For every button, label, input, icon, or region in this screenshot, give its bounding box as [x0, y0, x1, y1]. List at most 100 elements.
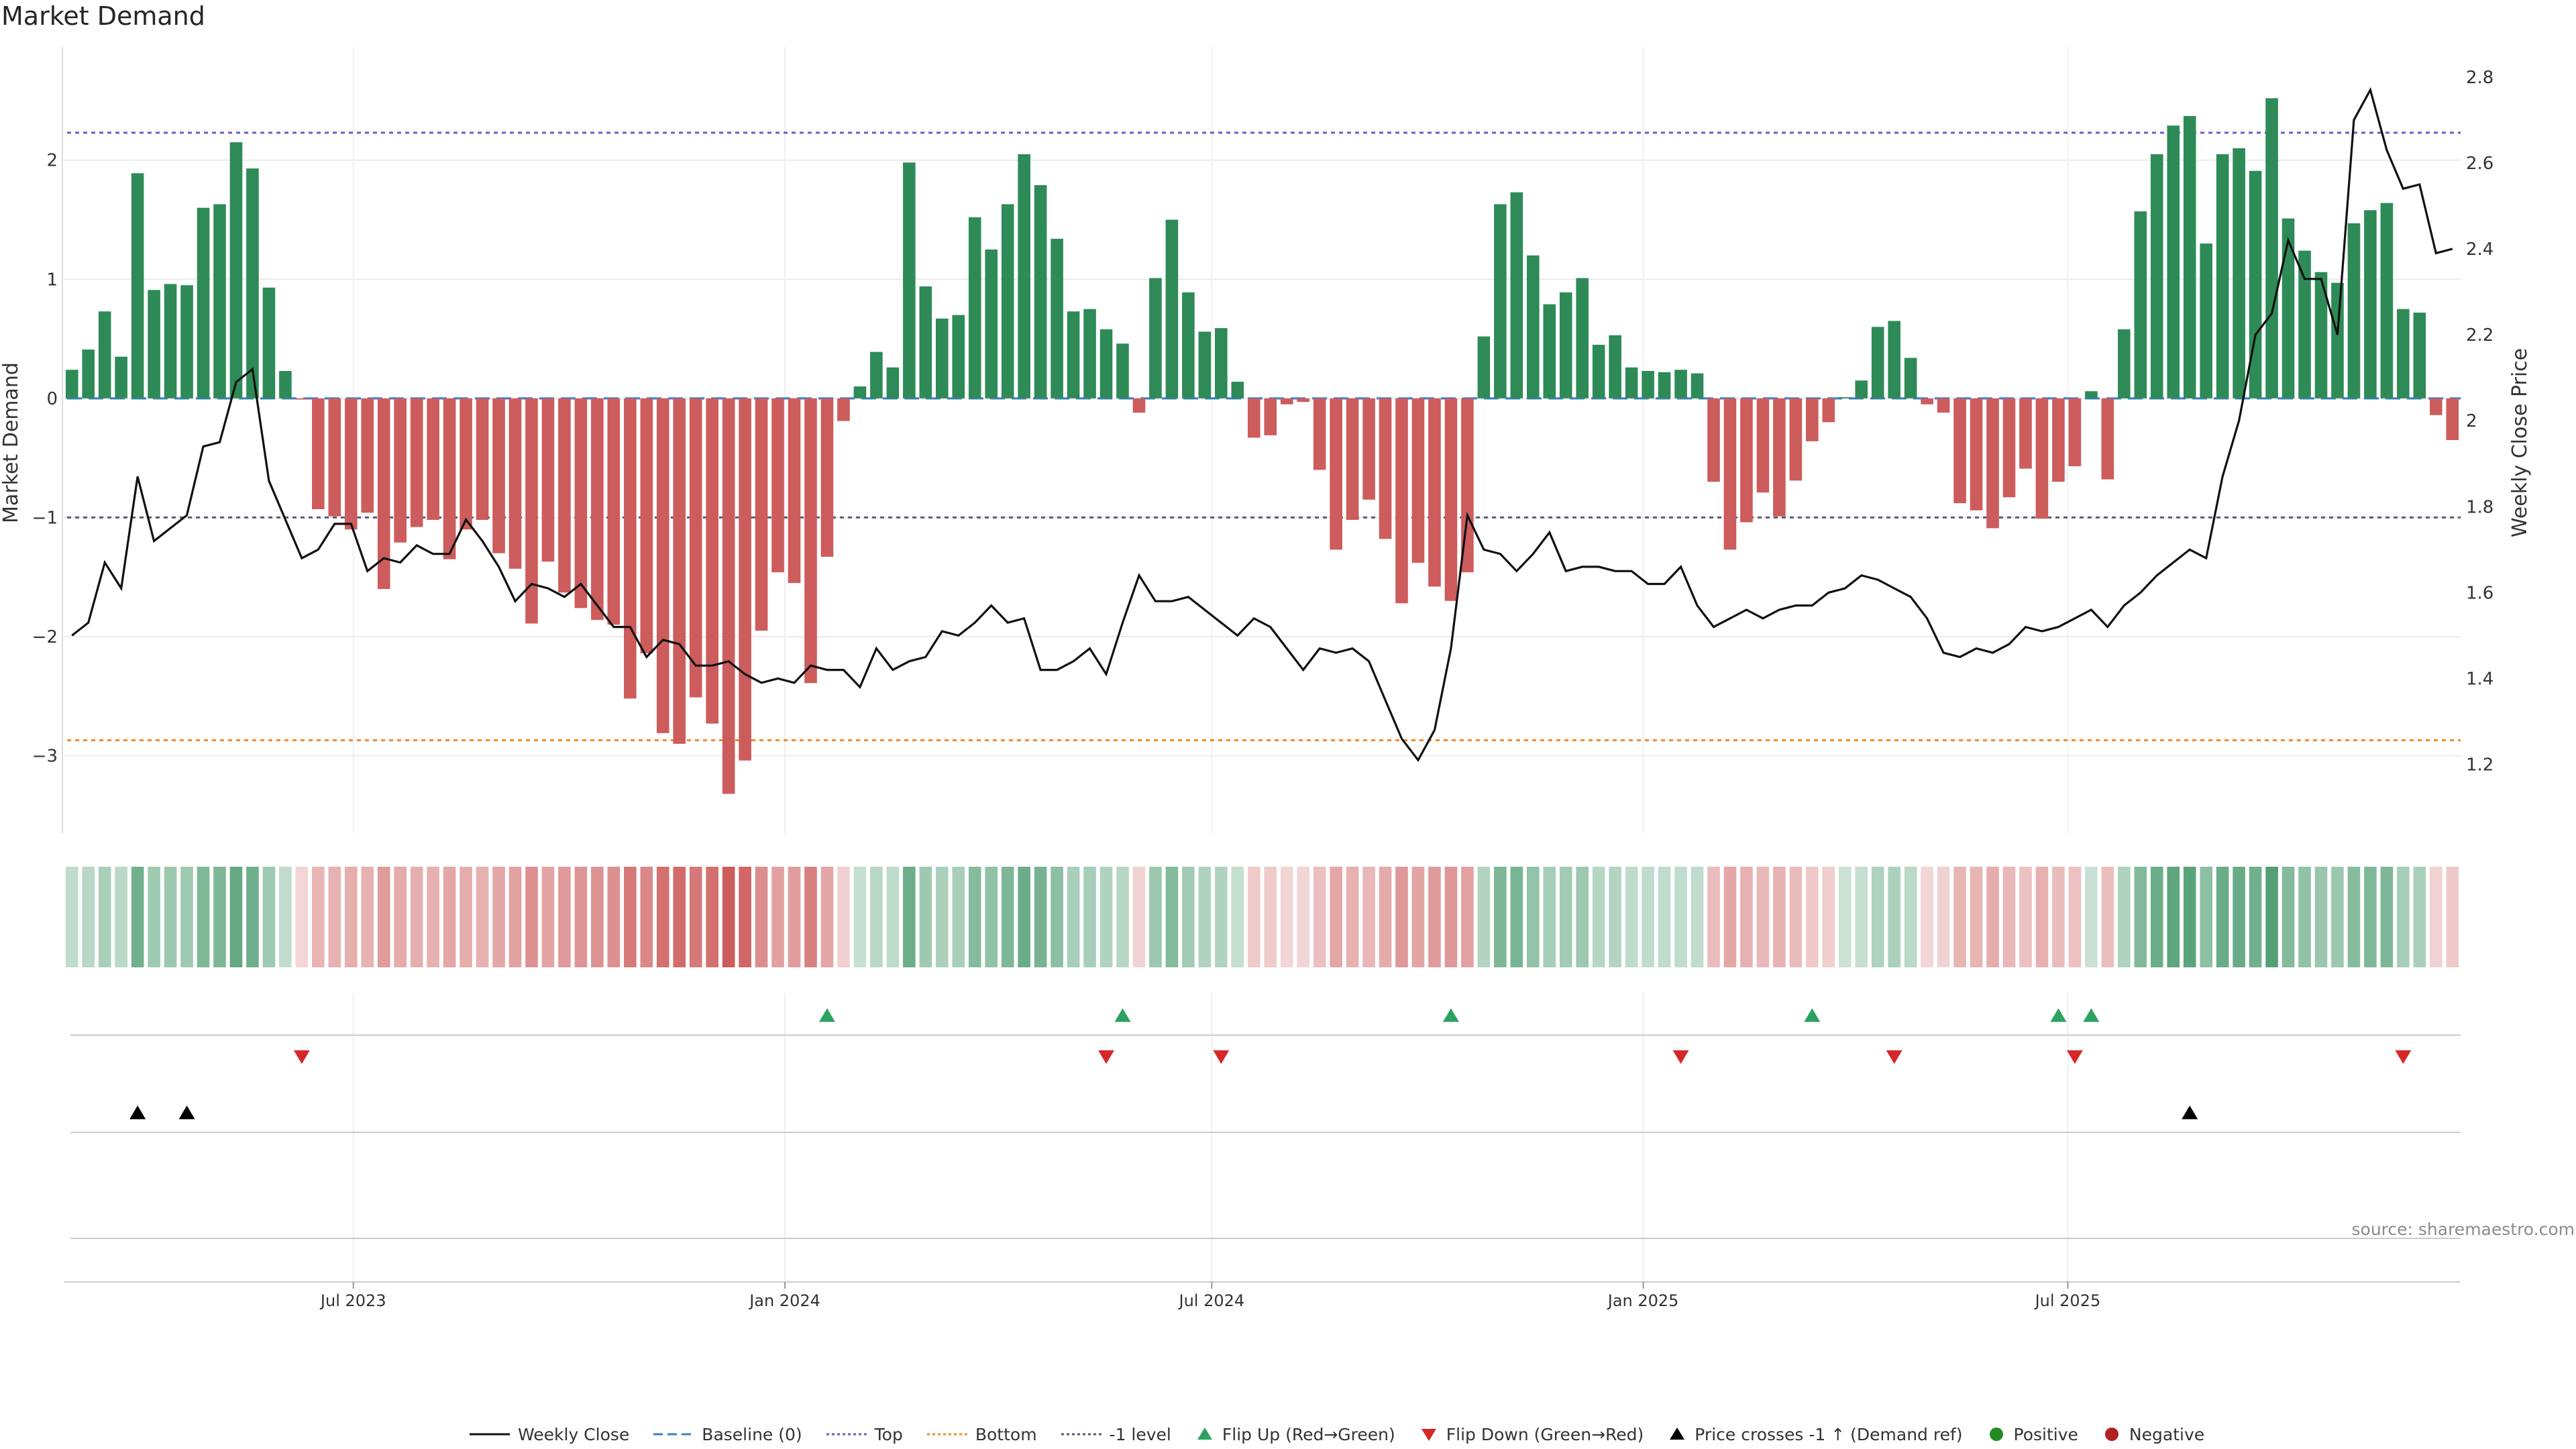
flip-up-marker [2083, 1008, 2100, 1022]
demand-bar [574, 398, 588, 608]
chart-title: Market Demand [1, 1, 205, 31]
y-tick-label: 0 [46, 389, 58, 409]
y-tick-label: 2 [46, 151, 58, 171]
demand-bar [706, 398, 718, 724]
demand-bar [1132, 398, 1146, 413]
demand-bar [739, 398, 751, 761]
demand-bar [2331, 282, 2344, 398]
y2-tick-label: 2.2 [2466, 325, 2493, 345]
heat-cell [1526, 867, 1540, 967]
legend-item: Baseline (0) [653, 1425, 802, 1444]
flip-up-marker [1114, 1008, 1131, 1022]
heat-cell [460, 867, 472, 967]
legend-symbol [1989, 1428, 2003, 1441]
demand-bar [903, 162, 916, 398]
demand-bar [476, 398, 489, 520]
legend-label: -1 level [1109, 1424, 1171, 1444]
flip-down-marker [1098, 1050, 1115, 1064]
demand-bar [2052, 398, 2065, 482]
demand-bar [1018, 154, 1030, 398]
demand-bar [82, 350, 95, 398]
heat-cell [558, 867, 571, 967]
heat-cell [2314, 867, 2328, 967]
heat-cell [870, 867, 883, 967]
demand-bar [837, 398, 850, 421]
heat-cell [328, 867, 341, 967]
flip-up-marker [1804, 1008, 1821, 1022]
heat-cell [295, 867, 309, 967]
heat-cell [1215, 867, 1228, 967]
demand-bar [722, 398, 735, 794]
heat-cell [985, 867, 998, 967]
heat-cell [1888, 867, 1900, 967]
heat-cell [1067, 867, 1080, 967]
y-tick-label: −1 [32, 508, 58, 528]
demand-bar [1247, 398, 1260, 438]
demand-bar [2002, 398, 2016, 498]
legend-item: Positive [1987, 1425, 2078, 1444]
heat-cell [344, 867, 358, 967]
demand-bar [1592, 344, 1605, 398]
legend-item: Price crosses -1 ↑ (Demand ref) [1668, 1425, 1963, 1444]
heat-cell [2233, 867, 2245, 967]
demand-bar [2282, 218, 2295, 398]
heat-cell [1051, 867, 1063, 967]
heat-cell [2282, 867, 2295, 967]
demand-bar [591, 398, 604, 621]
heat-cell [1395, 867, 1408, 967]
heat-cell [2380, 867, 2394, 967]
legend-item: Negative [2102, 1425, 2204, 1444]
heat-cell [1642, 867, 1654, 967]
demand-bar [1838, 397, 1851, 398]
heat-cell [377, 867, 390, 967]
demand-bar [115, 356, 127, 398]
heat-cell [2265, 867, 2278, 967]
demand-bar [2134, 211, 2147, 398]
demand-bar [1855, 380, 1868, 398]
demand-bar [131, 173, 144, 398]
legend-label: Flip Up (Red→Green) [1222, 1424, 1395, 1444]
y-tick-label: −2 [32, 627, 58, 647]
demand-bar [1461, 398, 1474, 573]
demand-bar [1806, 398, 1819, 441]
demand-bar [2183, 115, 2196, 398]
demand-bar [1051, 238, 1063, 398]
heat-cell [1198, 867, 1212, 967]
demand-bar [1362, 398, 1375, 500]
demand-bar [65, 370, 78, 398]
demand-bar [1707, 398, 1720, 482]
heat-cell [1740, 867, 1753, 967]
demand-bar [1444, 398, 1458, 601]
heat-cell [2347, 867, 2361, 967]
demand-bar [197, 207, 210, 398]
demand-bar [1970, 398, 1983, 511]
date-axis: Jul 2023 Jan 2024 Jul 2024 Jan 2025 Jul 2025 [64, 1281, 2461, 1310]
heat-cell [1313, 867, 1326, 967]
demand-bar [1642, 371, 1654, 398]
demand-bar [853, 386, 867, 398]
heat-cell [640, 867, 653, 967]
heat-cell [213, 867, 226, 967]
heat-cell [1428, 867, 1441, 967]
demand-bar [919, 286, 932, 398]
heat-cell [246, 867, 259, 967]
demand-bar [788, 398, 801, 584]
demand-bar [1822, 398, 1835, 423]
demand-bar [2413, 312, 2426, 398]
heat-cell [1116, 867, 1129, 967]
heat-cell [1723, 867, 1737, 967]
heat-cell [1609, 867, 1621, 967]
heat-cell [886, 867, 900, 967]
heat-cell [1838, 867, 1851, 967]
demand-bar [1330, 398, 1342, 550]
demand-bar [2364, 210, 2377, 398]
heat-cell [1559, 867, 1572, 967]
legend-item: Weekly Close [470, 1425, 629, 1444]
heat-cell [1510, 867, 1523, 967]
heat-cell [820, 867, 834, 967]
legend-symbol [470, 1433, 510, 1436]
demand-bar [1099, 329, 1113, 398]
heat-cell [1330, 867, 1342, 967]
heat-cell [656, 867, 669, 967]
heat-cell [1018, 867, 1030, 967]
